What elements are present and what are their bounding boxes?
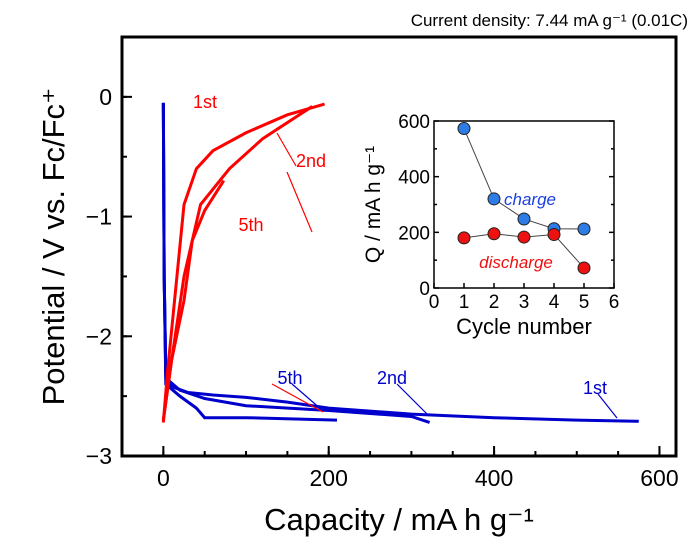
series-label: 2nd <box>377 368 407 388</box>
label-leader <box>276 132 297 167</box>
y-tick-label: −2 <box>86 323 112 349</box>
x-axis-label: Capacity / mA h g⁻¹ <box>264 502 534 537</box>
inset-point-discharge <box>577 261 591 275</box>
series-label: 1st <box>583 378 607 398</box>
inset-point-charge <box>517 212 531 226</box>
inset-x-tick-label: 0 <box>429 292 440 313</box>
inset-frame <box>433 120 615 289</box>
inset-point-discharge <box>487 227 501 241</box>
inset-y-tick-label: 200 <box>398 223 430 244</box>
series-label: 1st <box>193 92 217 112</box>
inset-x-tick-label: 5 <box>579 292 590 313</box>
inset-x-tick-label: 1 <box>459 292 470 313</box>
series-charge-1st <box>161 102 325 423</box>
inset-x-tick-label: 6 <box>609 292 620 313</box>
inset-point-charge <box>487 192 501 206</box>
inset-y-tick-label: 400 <box>398 168 430 189</box>
x-tick-label: 600 <box>640 465 678 491</box>
inset-y-tick-label: 0 <box>419 279 430 300</box>
y-tick-label: −3 <box>86 443 112 469</box>
series-discharge-5th <box>161 102 338 422</box>
inset-point-charge <box>457 122 471 136</box>
annotation: Current density: 7.44 mA g⁻¹ (0.01C) <box>411 11 688 30</box>
inset-point-charge <box>577 222 591 236</box>
inset-series-label: charge <box>504 190 556 209</box>
series-charge-5th <box>161 179 225 421</box>
inset-x-tick-label: 4 <box>549 292 560 313</box>
series-label: 5th <box>277 368 302 388</box>
inset-x-tick-label: 3 <box>519 292 530 313</box>
series-label: 2nd <box>296 151 326 171</box>
inset-point-discharge <box>547 228 561 242</box>
inset-x-axis-label: Cycle number <box>456 314 592 339</box>
inset-y-axis-label: Q / mA h g⁻¹ <box>362 146 385 263</box>
label-leader <box>291 383 323 411</box>
inset-x-tick-label: 2 <box>489 292 500 313</box>
x-tick-label: 200 <box>310 465 348 491</box>
series-label: 5th <box>238 215 263 235</box>
y-tick-label: 0 <box>99 84 112 110</box>
inset-point-discharge <box>517 230 531 244</box>
inset-y-tick-label: 600 <box>398 112 430 133</box>
inset-point-discharge <box>457 231 471 245</box>
plot-frame <box>120 35 678 458</box>
x-tick-label: 0 <box>157 465 170 491</box>
label-leader <box>597 393 618 419</box>
label-leader <box>286 171 313 233</box>
inset-series-label: discharge <box>479 253 553 272</box>
label-leader <box>396 383 429 416</box>
y-axis-label: Potential / V vs. Fc/Fc⁺ <box>36 88 71 406</box>
label-leader <box>271 383 324 413</box>
y-tick-label: −1 <box>86 204 112 230</box>
x-tick-label: 400 <box>475 465 513 491</box>
